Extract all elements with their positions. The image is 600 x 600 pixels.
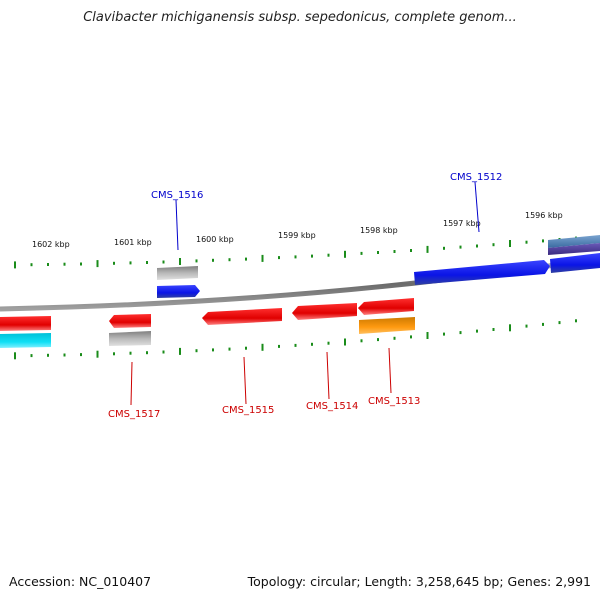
gene-forward-edge-steel[interactable] bbox=[548, 235, 600, 248]
outer-tick-row bbox=[14, 236, 577, 269]
gene-cms-1513[interactable] bbox=[358, 298, 414, 315]
leader-cms-1517 bbox=[130, 361, 133, 406]
tick-label-1598: 1598 kbp bbox=[360, 226, 398, 235]
gene-cms-1517-grey[interactable] bbox=[109, 331, 151, 346]
gene-label-cms-1517[interactable]: CMS_1517 bbox=[108, 409, 160, 420]
gene-reverse-edge-cyan[interactable] bbox=[0, 333, 51, 348]
accession-label: Accession: NC_010407 bbox=[9, 574, 152, 589]
map-title: Clavibacter michiganensis subsp. sepedon… bbox=[83, 10, 517, 25]
gene-cms-1513-orange[interactable] bbox=[359, 317, 415, 334]
inner-tick-row bbox=[14, 319, 577, 360]
gene-cms-1516-grey[interactable] bbox=[157, 266, 198, 280]
tick-label-1597: 1597 kbp bbox=[443, 219, 481, 228]
genome-summary: Topology: circular; Length: 3,258,645 bp… bbox=[247, 574, 591, 589]
gene-label-cms-1513[interactable]: CMS_1513 bbox=[368, 396, 420, 407]
leader-cms-1514 bbox=[326, 351, 330, 400]
leader-cms-1516 bbox=[175, 199, 179, 251]
gene-cms-1517[interactable] bbox=[109, 314, 151, 328]
gene-cms-1514[interactable] bbox=[292, 303, 357, 320]
gene-forward-edge-purple[interactable] bbox=[548, 243, 600, 255]
tick-label-1600: 1600 kbp bbox=[196, 235, 234, 244]
gene-cms-1515[interactable] bbox=[202, 308, 282, 325]
tick-label-1602: 1602 kbp bbox=[32, 240, 70, 249]
gene-forward-edge-blue[interactable] bbox=[550, 253, 600, 273]
tick-label-1599: 1599 kbp bbox=[278, 231, 316, 240]
gene-label-cms-1515[interactable]: CMS_1515 bbox=[222, 405, 274, 416]
gene-cms-1512[interactable] bbox=[414, 260, 550, 285]
gene-label-cms-1516[interactable]: CMS_1516 bbox=[151, 190, 203, 201]
leader-cms-1512 bbox=[474, 181, 480, 233]
gene-label-cms-1514[interactable]: CMS_1514 bbox=[306, 401, 358, 412]
gene-cms-1516[interactable] bbox=[157, 285, 200, 298]
tick-label-1596: 1596 kbp bbox=[525, 211, 563, 220]
gene-label-cms-1512[interactable]: CMS_1512 bbox=[450, 172, 502, 183]
gene-reverse-edge-red[interactable] bbox=[0, 316, 51, 331]
leader-cms-1515 bbox=[243, 356, 247, 405]
tick-label-1601: 1601 kbp bbox=[114, 238, 152, 247]
leader-cms-1513 bbox=[388, 347, 392, 394]
